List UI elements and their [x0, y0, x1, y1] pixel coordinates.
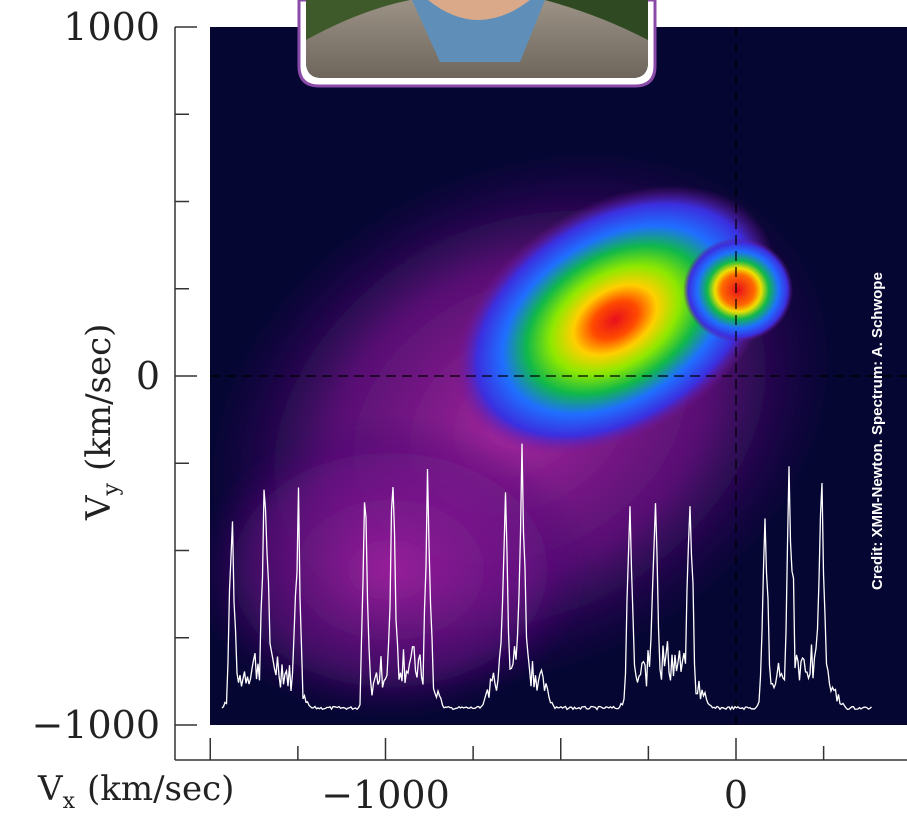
- y-tick-label: 0: [136, 354, 160, 398]
- portrait-photo: [297, 0, 657, 88]
- y-axis-ticks: 1000 0 −1000: [31, 5, 197, 747]
- emission-blob-secondary: [683, 238, 793, 342]
- x-tick-label: −1000: [321, 773, 450, 817]
- y-axis-title: Vy (km/sec): [79, 324, 124, 521]
- inset-spectrum-line: [221, 443, 872, 711]
- heatmap-image: [210, 27, 907, 725]
- emission-blob-main: [454, 185, 776, 455]
- x-axis-title-main: V: [37, 769, 64, 809]
- x-axis-title: Vx (km/sec): [37, 769, 234, 814]
- y-tick-label: 1000: [63, 5, 160, 49]
- portrait-shirt: [412, 0, 545, 62]
- y-axis-title-main: V: [79, 494, 119, 521]
- credit-annotation: Credit: XMM-Newton. Spectrum: A. Schwope: [869, 272, 886, 590]
- x-tick-label: 0: [724, 773, 748, 817]
- y-axis-title-sub: y: [99, 482, 124, 496]
- emission-tail: [210, 420, 590, 720]
- x-axis-title-sub: x: [63, 789, 76, 814]
- portrait-neck: [428, 0, 530, 20]
- axes: 1000 0 −1000 −1000 0: [31, 5, 907, 817]
- y-axis-title-unit: (km/sec): [79, 324, 119, 471]
- y-tick-label: −1000: [31, 703, 160, 747]
- x-axis-title-unit: (km/sec): [87, 769, 234, 809]
- x-axis-ticks: −1000 0: [209, 738, 825, 817]
